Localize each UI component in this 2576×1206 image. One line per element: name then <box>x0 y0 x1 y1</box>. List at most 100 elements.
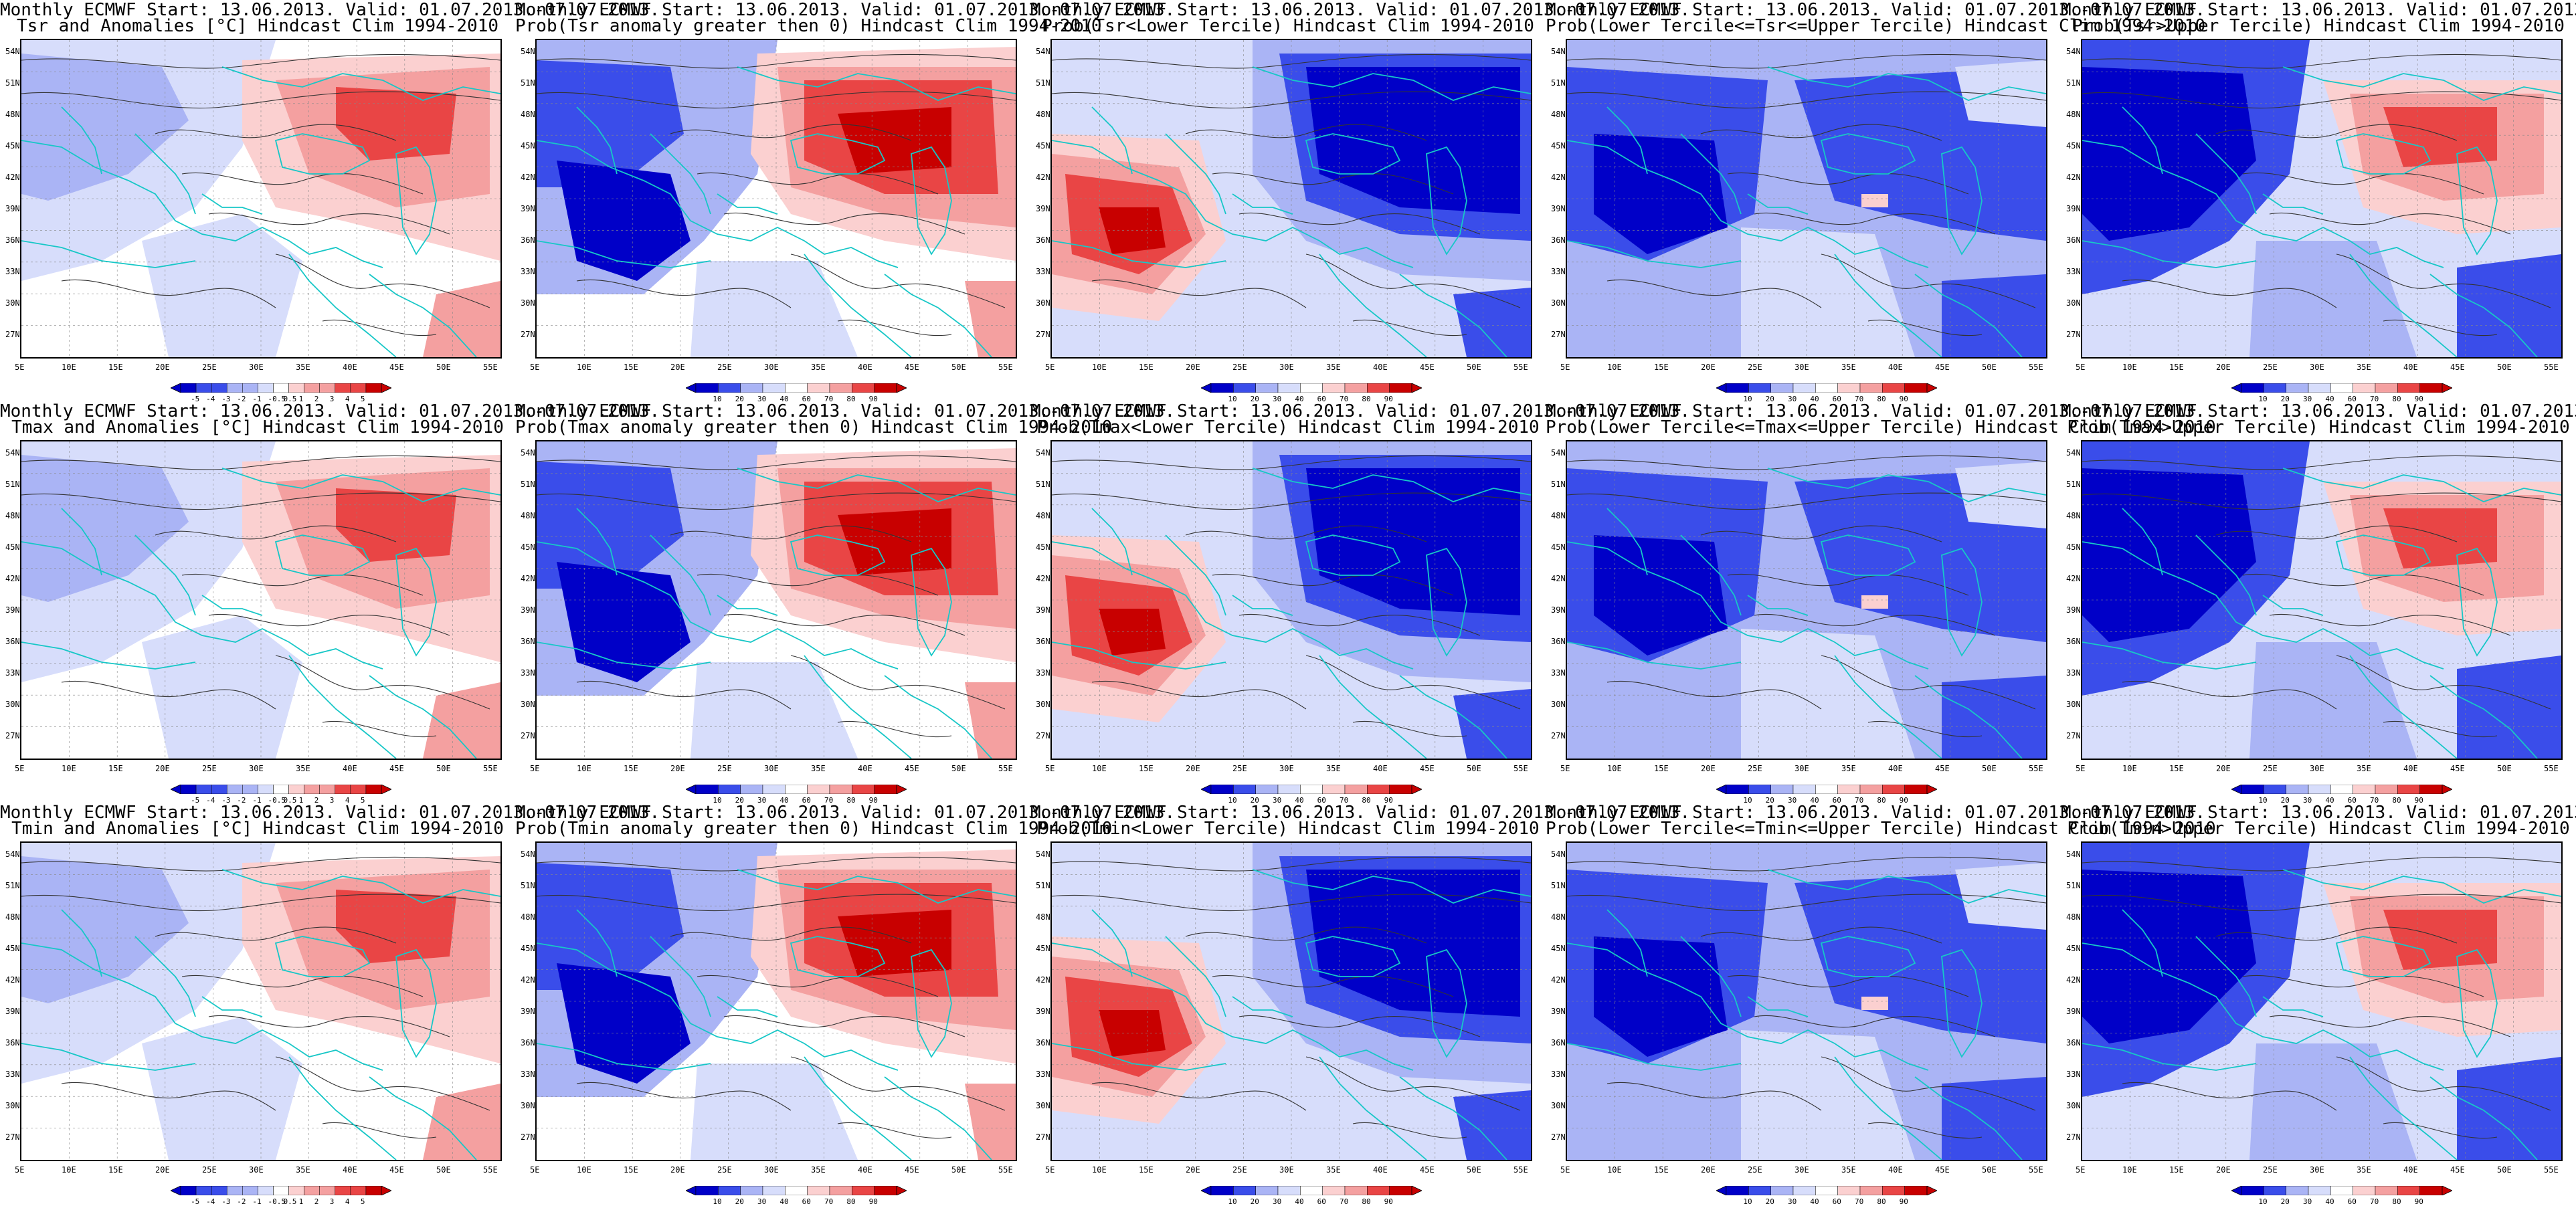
lon-label: 30E <box>249 764 264 773</box>
lat-label: 30N <box>1036 700 1050 709</box>
colorbar-tick-label: 70 <box>2370 1197 2379 1206</box>
lon-label: 50E <box>1467 1165 1481 1175</box>
contour-line <box>2122 680 2337 710</box>
lat-label: 54N <box>1036 849 1050 859</box>
colorbar-segment <box>211 785 227 794</box>
shaded-region <box>1594 936 1728 1057</box>
colorbar-tick-label: 40 <box>2325 1197 2334 1206</box>
contour-line <box>21 91 500 109</box>
coastline <box>1165 534 1226 616</box>
colorbar-segment <box>852 785 875 794</box>
contour-line <box>2269 212 2511 235</box>
lat-label: 51N <box>1036 881 1050 890</box>
colorbar-tick-label: 70 <box>824 395 834 403</box>
contour-line <box>21 455 500 470</box>
colorbar-segment <box>335 1186 351 1195</box>
colorbar <box>686 785 907 794</box>
colorbar-tick-label: -1 <box>252 1197 262 1206</box>
lon-label: 45E <box>389 1165 404 1175</box>
colorbar-segment <box>304 383 320 393</box>
colorbar-tick-label: 80 <box>2392 395 2401 403</box>
contour-line <box>1727 975 1969 997</box>
panel-subtitle: Prob(Tmax anomaly greater then 0) Hindca… <box>515 417 1113 437</box>
contour-line <box>275 254 490 308</box>
lat-label: 33N <box>521 668 535 678</box>
colorbar-arrow-left <box>2231 785 2242 794</box>
lon-label: 50E <box>1467 764 1481 773</box>
colorbar-tick-label: 90 <box>1384 796 1393 805</box>
lat-label: 54N <box>5 47 20 56</box>
contour-line <box>1238 613 1481 636</box>
shaded-region <box>1955 462 2046 528</box>
lat-label: 36N <box>5 1038 20 1047</box>
colorbar-tick-label: 60 <box>2347 395 2357 403</box>
lon-label: 55E <box>998 764 1013 773</box>
lon-label: 40E <box>1888 363 1903 372</box>
shaded-region <box>1306 67 1520 214</box>
colorbar-arrow-right <box>2442 383 2452 393</box>
lon-label: 20E <box>1701 764 1716 773</box>
contour-line <box>1212 172 1454 195</box>
lat-label: 45N <box>2066 141 2081 150</box>
colorbar-tick-label: 30 <box>2303 395 2312 403</box>
colorbar-arrow-left <box>171 785 181 794</box>
colorbar <box>1716 383 1937 393</box>
contour-line <box>2242 975 2484 997</box>
colorbar-tick-label: 90 <box>1384 1197 1393 1206</box>
contour-line <box>2082 91 2561 109</box>
colorbar-segment <box>319 383 336 393</box>
shaded-region <box>1942 274 2046 357</box>
colorbar-tick-label: -0.5 <box>268 796 286 805</box>
map-field <box>537 843 1016 1160</box>
colorbar-segment <box>2419 785 2443 794</box>
colorbar-tick-label: 1 <box>298 796 304 805</box>
lat-label: 33N <box>1551 267 1566 276</box>
colorbar-tick-label: 90 <box>1899 1197 1908 1206</box>
lat-label: 27N <box>1036 330 1050 339</box>
colorbar-tick-label: 40 <box>779 1197 789 1206</box>
lon-label: 10E <box>1092 363 1107 372</box>
lat-label: 39N <box>1036 1007 1050 1016</box>
lat-label: 42N <box>521 173 535 182</box>
lon-label: 45E <box>905 1165 919 1175</box>
colorbar-tick-label: 30 <box>1788 796 1797 805</box>
colorbar-tick-label: 80 <box>2392 1197 2401 1206</box>
contour-line <box>208 1015 450 1037</box>
coastline <box>1606 909 1648 977</box>
contour-line <box>1212 573 1454 596</box>
colorbar-arrow-right <box>381 1186 391 1195</box>
coastline <box>1767 468 2046 502</box>
coastline <box>790 534 886 576</box>
coastline <box>61 909 102 977</box>
colorbar-arrow-left <box>171 383 181 393</box>
lon-label: 25E <box>202 363 217 372</box>
contour-line <box>21 492 500 510</box>
colorbar-segment <box>242 383 258 393</box>
shaded-region <box>336 87 456 161</box>
coastline <box>1252 66 1531 101</box>
coastline <box>650 133 711 215</box>
coastline <box>1426 948 1467 1058</box>
coastline <box>1680 133 1742 215</box>
lon-label: 40E <box>858 1165 872 1175</box>
contour-line <box>537 856 1016 872</box>
colorbar-tick-label: 4 <box>345 1197 350 1206</box>
map-area <box>535 39 1017 359</box>
panel-subtitle: Tmin and Anomalies [°C] Hindcast Clim 19… <box>11 819 504 839</box>
colorbar-tick-label: 70 <box>1340 1197 1349 1206</box>
colorbar <box>686 383 907 393</box>
lat-label: 54N <box>5 849 20 859</box>
lat-label: 45N <box>1551 944 1566 953</box>
lat-label: 51N <box>521 480 535 489</box>
lon-label: 10E <box>62 764 76 773</box>
colorbar-arrow-left <box>1201 785 1212 794</box>
shaded-region <box>1594 134 1728 254</box>
panel-subtitle: Prob(Lower Tercile<=Tmax<=Upper Tercile)… <box>1546 417 2216 437</box>
contour-line <box>275 1056 490 1111</box>
contour-line <box>1185 124 1427 141</box>
lon-label: 5E <box>1560 764 1570 773</box>
lat-label: 48N <box>1036 912 1050 922</box>
lon-label: 20E <box>1186 764 1200 773</box>
colorbar-tick-label: 20 <box>1765 1197 1774 1206</box>
contour-line <box>1567 54 2046 69</box>
